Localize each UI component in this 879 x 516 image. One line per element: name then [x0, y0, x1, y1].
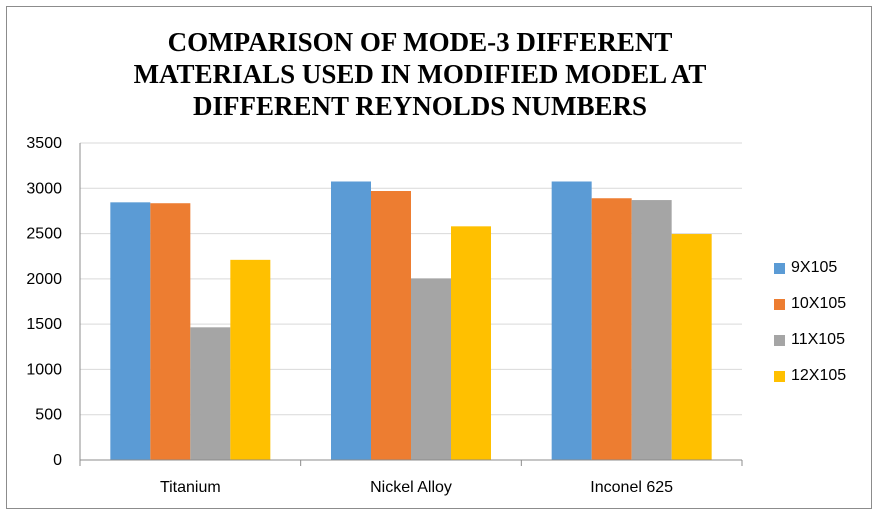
chart-title: COMPARISON OF MODE-3 DIFFERENT MATERIALS… [133, 27, 707, 121]
legend-swatch [774, 262, 785, 274]
legend-item: 11X105 [774, 322, 846, 358]
legend-item: 12X105 [774, 358, 846, 394]
x-tick-label: Nickel Alloy [370, 479, 452, 496]
legend-label: 11X105 [791, 331, 845, 348]
bar [451, 226, 491, 460]
legend-swatch [774, 298, 785, 310]
legend: 9X105 10X105 11X105 12X105 [774, 250, 846, 394]
legend-label: 10X105 [791, 295, 847, 312]
bar [591, 198, 632, 460]
legend-label: 12X105 [791, 367, 847, 384]
y-tick-label: 500 [35, 407, 62, 424]
bar [331, 181, 371, 460]
y-tick-label: 2000 [26, 271, 62, 288]
legend-swatch [774, 370, 785, 382]
bar [631, 200, 672, 460]
y-tick-label: 3000 [26, 180, 62, 197]
x-tick-label: Inconel 625 [590, 479, 673, 496]
axes [79, 143, 743, 466]
tick-labels: 0 500 1000 1500 2000 2500 3000 3500 Titanium Nick… [26, 135, 673, 496]
legend-label: 9X105 [791, 259, 838, 276]
bar [671, 234, 712, 460]
bar [551, 181, 592, 460]
legend-item: 10X105 [774, 286, 846, 322]
y-tick-label: 3500 [26, 135, 62, 152]
bar [190, 327, 231, 460]
legend-swatch [774, 334, 785, 346]
bar [371, 191, 411, 460]
y-tick-label: 2500 [26, 226, 62, 243]
bar [230, 259, 271, 460]
x-tick-label: Titanium [160, 479, 221, 496]
y-tick-label: 0 [53, 452, 62, 469]
bar [150, 203, 191, 461]
bar [110, 202, 151, 460]
legend-item: 9X105 [774, 250, 846, 286]
bars [110, 181, 712, 461]
y-tick-label: 1500 [26, 316, 62, 333]
y-tick-label: 1000 [26, 361, 62, 378]
bar [411, 278, 451, 460]
